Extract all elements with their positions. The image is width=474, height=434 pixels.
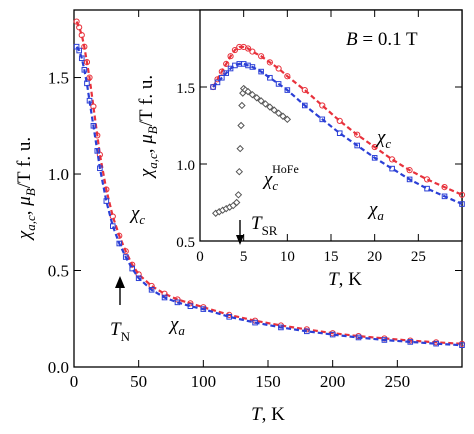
inset-point	[258, 53, 265, 60]
inset-point	[336, 130, 343, 136]
inset-x-tick-label: 10	[280, 249, 295, 265]
inset-point	[261, 100, 270, 108]
inset-point	[238, 101, 246, 110]
main-chi-a-annotation: χa	[168, 314, 185, 338]
main-y-tick-label: 0.5	[48, 262, 69, 281]
main-point	[135, 275, 142, 282]
inset-point	[266, 59, 273, 66]
inset-point	[231, 46, 239, 54]
inset-point	[371, 155, 378, 161]
main-point	[148, 287, 155, 293]
inset-series-χc	[210, 43, 466, 198]
inset-point	[257, 97, 265, 105]
main-series-χa	[73, 43, 465, 348]
inset-x-tick-label: 5	[240, 249, 248, 265]
main-y-axis-title: χa,c, μB/T f. u.	[14, 137, 38, 241]
main-point	[129, 265, 135, 272]
svg-text:χa,c, μB/T f. u.: χa,c, μB/T f. u.	[136, 75, 160, 179]
inset-point	[248, 90, 257, 99]
inset-y-tick-label: 0.5	[176, 235, 195, 251]
inset-point	[389, 156, 396, 163]
inset-point	[234, 191, 243, 199]
inset-series-line	[212, 45, 463, 196]
main-x-tick-label: 200	[320, 372, 346, 391]
inset-series	[210, 43, 466, 217]
inset-point	[227, 53, 234, 60]
inset-point	[232, 198, 241, 207]
inset-series-line	[212, 62, 463, 206]
main-x-tick-label: 0	[70, 372, 79, 391]
neel-temperature-label: TN	[110, 319, 131, 344]
inset-x-axis-title: T, K	[328, 269, 362, 290]
inset-point	[371, 143, 378, 151]
inset-point	[227, 65, 234, 72]
inset-y-tick-label: 1.0	[176, 158, 195, 174]
inset-point	[267, 74, 273, 81]
inset-series-χcHoFe	[212, 84, 292, 217]
inset-point	[244, 87, 252, 96]
inset-point	[270, 106, 278, 114]
inset-x-tick-label: 20	[367, 249, 382, 265]
tsr-arrow-head	[236, 235, 244, 245]
inset-point	[302, 102, 308, 109]
main-x-tick-label: 150	[255, 372, 281, 391]
inset-x-tick-label: 0	[196, 249, 204, 265]
inset-point	[284, 73, 291, 80]
inset-point	[235, 167, 244, 176]
main-y-tick-label: 0.0	[48, 358, 69, 377]
neel-arrow-head	[115, 276, 125, 288]
inset-point	[301, 86, 308, 94]
inset-point	[237, 121, 245, 130]
inset-series-χa	[210, 61, 465, 207]
inset-point	[406, 167, 413, 174]
inset-point	[218, 68, 225, 75]
inset-point	[354, 142, 360, 149]
inset-x-tick-label: 25	[411, 249, 426, 265]
inset-point	[279, 112, 287, 120]
tsr-temperature-label: TSR	[251, 213, 278, 238]
inset-point	[354, 131, 361, 138]
inset-point	[284, 87, 291, 93]
inset-point	[244, 45, 252, 52]
inset-point	[214, 79, 221, 86]
inset-point	[223, 60, 230, 68]
inset-point	[319, 116, 326, 123]
main-series-line	[75, 46, 463, 347]
inset-point	[275, 81, 282, 87]
inset-point	[275, 65, 282, 72]
inset-point	[249, 48, 256, 55]
main-x-tick-label: 250	[385, 372, 411, 391]
inset-point	[236, 144, 244, 153]
inset-point	[223, 70, 229, 76]
inset-y-tick-label: 1.5	[176, 81, 195, 97]
main-y-tick-label: 1.0	[48, 165, 69, 184]
inset-point	[274, 109, 283, 117]
main-x-tick-label: 50	[130, 372, 147, 391]
main-point	[76, 47, 82, 54]
inset-point	[210, 84, 216, 90]
main-chi-c-annotation: χc	[129, 203, 145, 227]
svg-text:χa,c, μB/T f. u.: χa,c, μB/T f. u.	[14, 137, 38, 241]
inset-point	[219, 74, 225, 81]
main-x-axis-title: T, K	[251, 404, 285, 425]
inset-x-tick-label: 15	[324, 249, 339, 265]
main-y-tick-label: 1.5	[48, 69, 69, 88]
inset-point	[319, 102, 326, 109]
inset-point	[253, 94, 261, 102]
inset-point	[283, 115, 292, 124]
inset-y-axis-title: χa,c, μB/T f. u.	[136, 75, 160, 179]
inset-point	[266, 103, 274, 111]
main-x-tick-label: 100	[191, 372, 217, 391]
inset-point	[336, 117, 343, 124]
main-point	[459, 342, 465, 348]
main-series-line	[75, 21, 463, 345]
inset-ticks: 0 5 10 15 20 25 0.5 1.0 1.5	[176, 10, 462, 265]
main-series	[73, 18, 466, 348]
inset-point	[389, 165, 395, 172]
inset-field-label: B = 0.1 T	[346, 29, 418, 50]
